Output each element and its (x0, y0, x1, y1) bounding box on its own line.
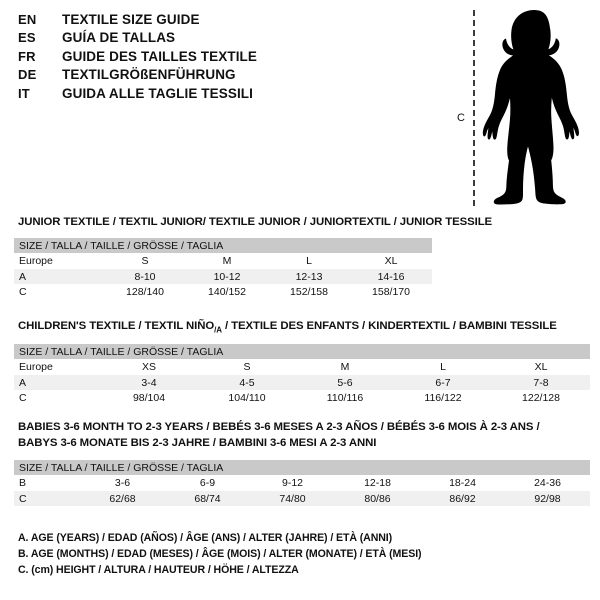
table-row: Europe XS S M L XL (14, 359, 590, 375)
toddler-silhouette-icon (482, 10, 579, 205)
childrens-cell-c-3: 116/122 (394, 390, 492, 406)
childrens-row-label-europe: Europe (14, 359, 100, 375)
section-heading-babies: BABIES 3-6 MONTH TO 2-3 YEARS / BEBÉS 3-… (18, 420, 598, 451)
babies-cell-b-0: 3-6 (80, 475, 165, 491)
childrens-cell-europe-2: M (296, 359, 394, 375)
language-row-de: DE TEXTILGRÖßENFÜHRUNG (18, 67, 398, 85)
babies-band-label: SIZE / TALLA / TAILLE / GRÖSSE / TAGLIA (14, 460, 591, 476)
junior-cell-europe-2: L (268, 253, 350, 269)
babies-size-table: SIZE / TALLA / TAILLE / GRÖSSE / TAGLIA … (14, 460, 591, 507)
section-heading-junior: JUNIOR TEXTILE / TEXTIL JUNIOR/ TEXTILE … (18, 216, 493, 228)
table-row: C 62/68 68/74 74/80 80/86 86/92 92/98 (14, 490, 591, 507)
childrens-cell-c-0: 98/104 (100, 390, 198, 406)
babies-cell-c-2: 74/80 (250, 490, 335, 507)
childrens-band-label: SIZE / TALLA / TAILLE / GRÖSSE / TAGLIA (14, 344, 590, 360)
childrens-cell-europe-4: XL (492, 359, 590, 375)
table-row: B 3-6 6-9 9-12 12-18 18-24 24-36 (14, 475, 591, 491)
babies-cell-c-5: 92/98 (505, 490, 591, 507)
junior-band-label: SIZE / TALLA / TAILLE / GRÖSSE / TAGLIA (14, 238, 433, 254)
junior-table-band-header: SIZE / TALLA / TAILLE / GRÖSSE / TAGLIA (14, 238, 433, 254)
language-title-block: EN TEXTILE SIZE GUIDE ES GUÍA DE TALLAS … (18, 12, 398, 104)
childrens-heading-post: / TEXTILE DES ENFANTS / KINDERTEXTIL / B… (221, 320, 557, 332)
language-row-es: ES GUÍA DE TALLAS (18, 30, 398, 48)
junior-cell-c-3: 158/170 (350, 284, 433, 300)
babies-cell-c-1: 68/74 (165, 490, 250, 507)
junior-cell-c-2: 152/158 (268, 284, 350, 300)
babies-cell-c-3: 80/86 (335, 490, 420, 507)
childrens-cell-europe-0: XS (100, 359, 198, 375)
childrens-cell-c-4: 122/128 (492, 390, 590, 406)
babies-table-band-header: SIZE / TALLA / TAILLE / GRÖSSE / TAGLIA (14, 460, 591, 476)
legend-row-a: A. AGE (YEARS) / EDAD (AÑOS) / ÂGE (ANS)… (18, 532, 393, 544)
childrens-heading-pre: CHILDREN'S TEXTILE / TEXTIL NIÑO (18, 320, 215, 332)
language-row-en: EN TEXTILE SIZE GUIDE (18, 12, 398, 30)
language-code-it: IT (18, 85, 30, 101)
legend-row-c: C. (cm) HEIGHT / ALTURA / HAUTEUR / HÖHE… (18, 564, 299, 576)
junior-cell-europe-0: S (104, 253, 186, 269)
junior-row-label-a: A (14, 268, 104, 285)
childrens-table-band-header: SIZE / TALLA / TAILLE / GRÖSSE / TAGLIA (14, 344, 590, 360)
junior-cell-europe-3: XL (350, 253, 433, 269)
table-row: C 98/104 104/110 110/116 116/122 122/128 (14, 390, 590, 406)
table-row: A 8-10 10-12 12-13 14-16 (14, 268, 433, 285)
childrens-size-table: SIZE / TALLA / TAILLE / GRÖSSE / TAGLIA … (14, 344, 590, 406)
section-heading-childrens: CHILDREN'S TEXTILE / TEXTIL NIÑO/A / TEX… (18, 320, 557, 334)
measurement-legend: A. AGE (YEARS) / EDAD (AÑOS) / ÂGE (ANS)… (18, 530, 518, 578)
junior-cell-a-1: 10-12 (186, 268, 268, 285)
table-row: Europe S M L XL (14, 253, 433, 269)
childrens-row-label-a: A (14, 374, 100, 391)
babies-heading-line-1: BABIES 3-6 MONTH TO 2-3 YEARS / BEBÉS 3-… (18, 421, 540, 433)
childrens-cell-europe-3: L (394, 359, 492, 375)
childrens-heading-sub: /A (214, 325, 222, 335)
childrens-cell-c-2: 110/116 (296, 390, 394, 406)
childrens-cell-a-2: 5-6 (296, 374, 394, 391)
language-code-de: DE (18, 67, 37, 83)
language-title-es: GUÍA DE TALLAS (62, 30, 176, 46)
babies-row-label-c: C (14, 490, 80, 507)
babies-cell-c-4: 86/92 (420, 490, 505, 507)
junior-row-label-europe: Europe (14, 253, 104, 269)
language-code-es: ES (18, 30, 36, 46)
height-measure-label-c: C (457, 112, 465, 124)
table-row: C 128/140 140/152 152/158 158/170 (14, 284, 433, 300)
babies-cell-b-4: 18-24 (420, 475, 505, 491)
childrens-cell-a-3: 6-7 (394, 374, 492, 391)
childrens-cell-europe-1: S (198, 359, 296, 375)
legend-row-b: B. AGE (MONTHS) / EDAD (MESES) / ÂGE (MO… (18, 548, 422, 560)
language-row-it: IT GUIDA ALLE TAGLIE TESSILI (18, 86, 398, 104)
height-measurement-illustration: C (450, 8, 600, 208)
childrens-cell-a-4: 7-8 (492, 374, 590, 391)
junior-cell-c-0: 128/140 (104, 284, 186, 300)
junior-cell-a-3: 14-16 (350, 268, 433, 285)
babies-cell-b-5: 24-36 (505, 475, 591, 491)
language-title-it: GUIDA ALLE TAGLIE TESSILI (62, 85, 253, 101)
height-measure-dashed-line (473, 10, 475, 206)
babies-cell-b-3: 12-18 (335, 475, 420, 491)
language-title-de: TEXTILGRÖßENFÜHRUNG (62, 67, 236, 83)
junior-cell-a-0: 8-10 (104, 268, 186, 285)
junior-cell-a-2: 12-13 (268, 268, 350, 285)
language-code-fr: FR (18, 48, 36, 64)
junior-row-label-c: C (14, 284, 104, 300)
language-code-en: EN (18, 12, 37, 27)
babies-row-label-b: B (14, 475, 80, 491)
junior-cell-c-1: 140/152 (186, 284, 268, 300)
junior-cell-europe-1: M (186, 253, 268, 269)
babies-cell-b-2: 9-12 (250, 475, 335, 491)
table-row: A 3-4 4-5 5-6 6-7 7-8 (14, 374, 590, 391)
language-title-en: TEXTILE SIZE GUIDE (62, 12, 200, 27)
childrens-cell-c-1: 104/110 (198, 390, 296, 406)
childrens-cell-a-0: 3-4 (100, 374, 198, 391)
childrens-cell-a-1: 4-5 (198, 374, 296, 391)
language-title-fr: GUIDE DES TAILLES TEXTILE (62, 48, 258, 64)
babies-heading-line-2: BABYS 3-6 MONATE BIS 2-3 JAHRE / BAMBINI… (18, 436, 377, 449)
childrens-row-label-c: C (14, 390, 100, 406)
junior-size-table: SIZE / TALLA / TAILLE / GRÖSSE / TAGLIA … (14, 238, 433, 300)
language-row-fr: FR GUIDE DES TAILLES TEXTILE (18, 49, 398, 67)
babies-cell-c-0: 62/68 (80, 490, 165, 507)
babies-cell-b-1: 6-9 (165, 475, 250, 491)
